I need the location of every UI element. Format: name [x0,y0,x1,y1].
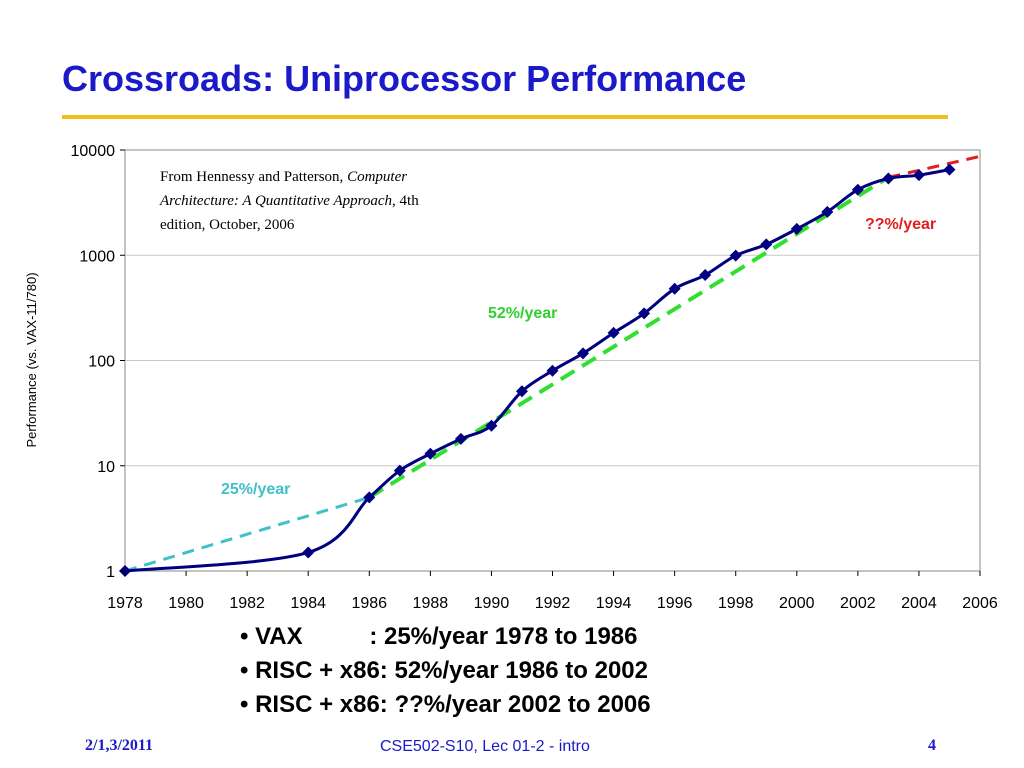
annotation-italic: Computer [347,169,407,185]
data-point [668,282,681,295]
y-tick-label: 1000 [79,248,115,265]
data-point [943,163,956,176]
trend-line-unknown [888,154,981,179]
data-point [851,183,864,196]
bullet-list: • VAX : 25%/year 1978 to 1986 • RISC + x… [240,620,651,722]
bullet-vax: • VAX : 25%/year 1978 to 1986 [240,623,638,650]
annotation-italic: Architecture: A Quantitative Approach [159,193,392,209]
y-axis-label: Performance (vs. VAX-11/780) [24,272,39,447]
x-tick-label: 2006 [962,595,998,612]
source-annotation: From Hennessy and Patterson, Computer Ar… [159,169,419,233]
x-tick-label: 1980 [168,595,204,612]
data-point [577,347,590,360]
svg-text:Architecture: A Quantitative A: Architecture: A Quantitative Approach, 4… [159,193,419,209]
data-point [302,546,315,559]
x-tick-label: 2004 [901,595,937,612]
footer-course: CSE502-S10, Lec 01-2 - intro [380,738,590,755]
x-tick-label: 1998 [718,595,754,612]
data-point [363,491,376,504]
data-point [424,447,437,460]
bullet-risc-unknown: • RISC + x86: ??%/year 2002 to 2006 [240,691,651,718]
x-tick-label: 1994 [596,595,632,612]
y-tick-label: 100 [88,354,115,371]
page-number: 4 [928,737,936,754]
trend-line-52 [368,175,890,500]
slide-title: Crossroads: Uniprocessor Performance [62,58,747,99]
data-point [821,205,834,218]
x-tick-label: 1992 [535,595,571,612]
trend-label-52: 52%/year [488,305,557,322]
x-tick-label: 2002 [840,595,876,612]
data-point [760,238,773,251]
x-tick-label: 1986 [351,595,387,612]
x-tick-label: 1996 [657,595,693,612]
annotation-text: , 4th [392,193,419,209]
data-point [485,419,498,432]
x-tick-label: 1988 [413,595,449,612]
data-point [454,432,467,445]
data-point [515,385,528,398]
annotation-text: edition, October, 2006 [160,217,295,233]
annotation-text: From Hennessy and Patterson, [160,169,347,185]
data-point [607,326,620,339]
y-tick-label: 10000 [71,143,116,160]
data-point [546,364,559,377]
data-point [912,169,925,182]
footer-date: 2/1,3/2011 [85,737,154,754]
trend-label-25: 25%/year [221,481,290,498]
x-tick-label: 2000 [779,595,815,612]
x-tick-label: 1978 [107,595,143,612]
trend-line-25 [124,495,370,573]
y-tick-label: 10 [97,459,115,476]
svg-text:From Hennessy and Patterson, C: From Hennessy and Patterson, Computer [160,169,407,185]
bullet-risc-52: • RISC + x86: 52%/year 1986 to 2002 [240,657,648,684]
data-point [729,249,742,262]
data-point [790,222,803,235]
data-point [393,464,406,477]
data-point [638,307,651,320]
data-point [699,269,712,282]
y-tick-label: 1 [106,564,115,581]
x-tick-label: 1982 [229,595,265,612]
title-underline [62,115,948,119]
data-point [882,172,895,185]
x-tick-label: 1984 [290,595,326,612]
trend-label-unknown: ??%/year [865,216,936,233]
x-tick-label: 1990 [474,595,510,612]
